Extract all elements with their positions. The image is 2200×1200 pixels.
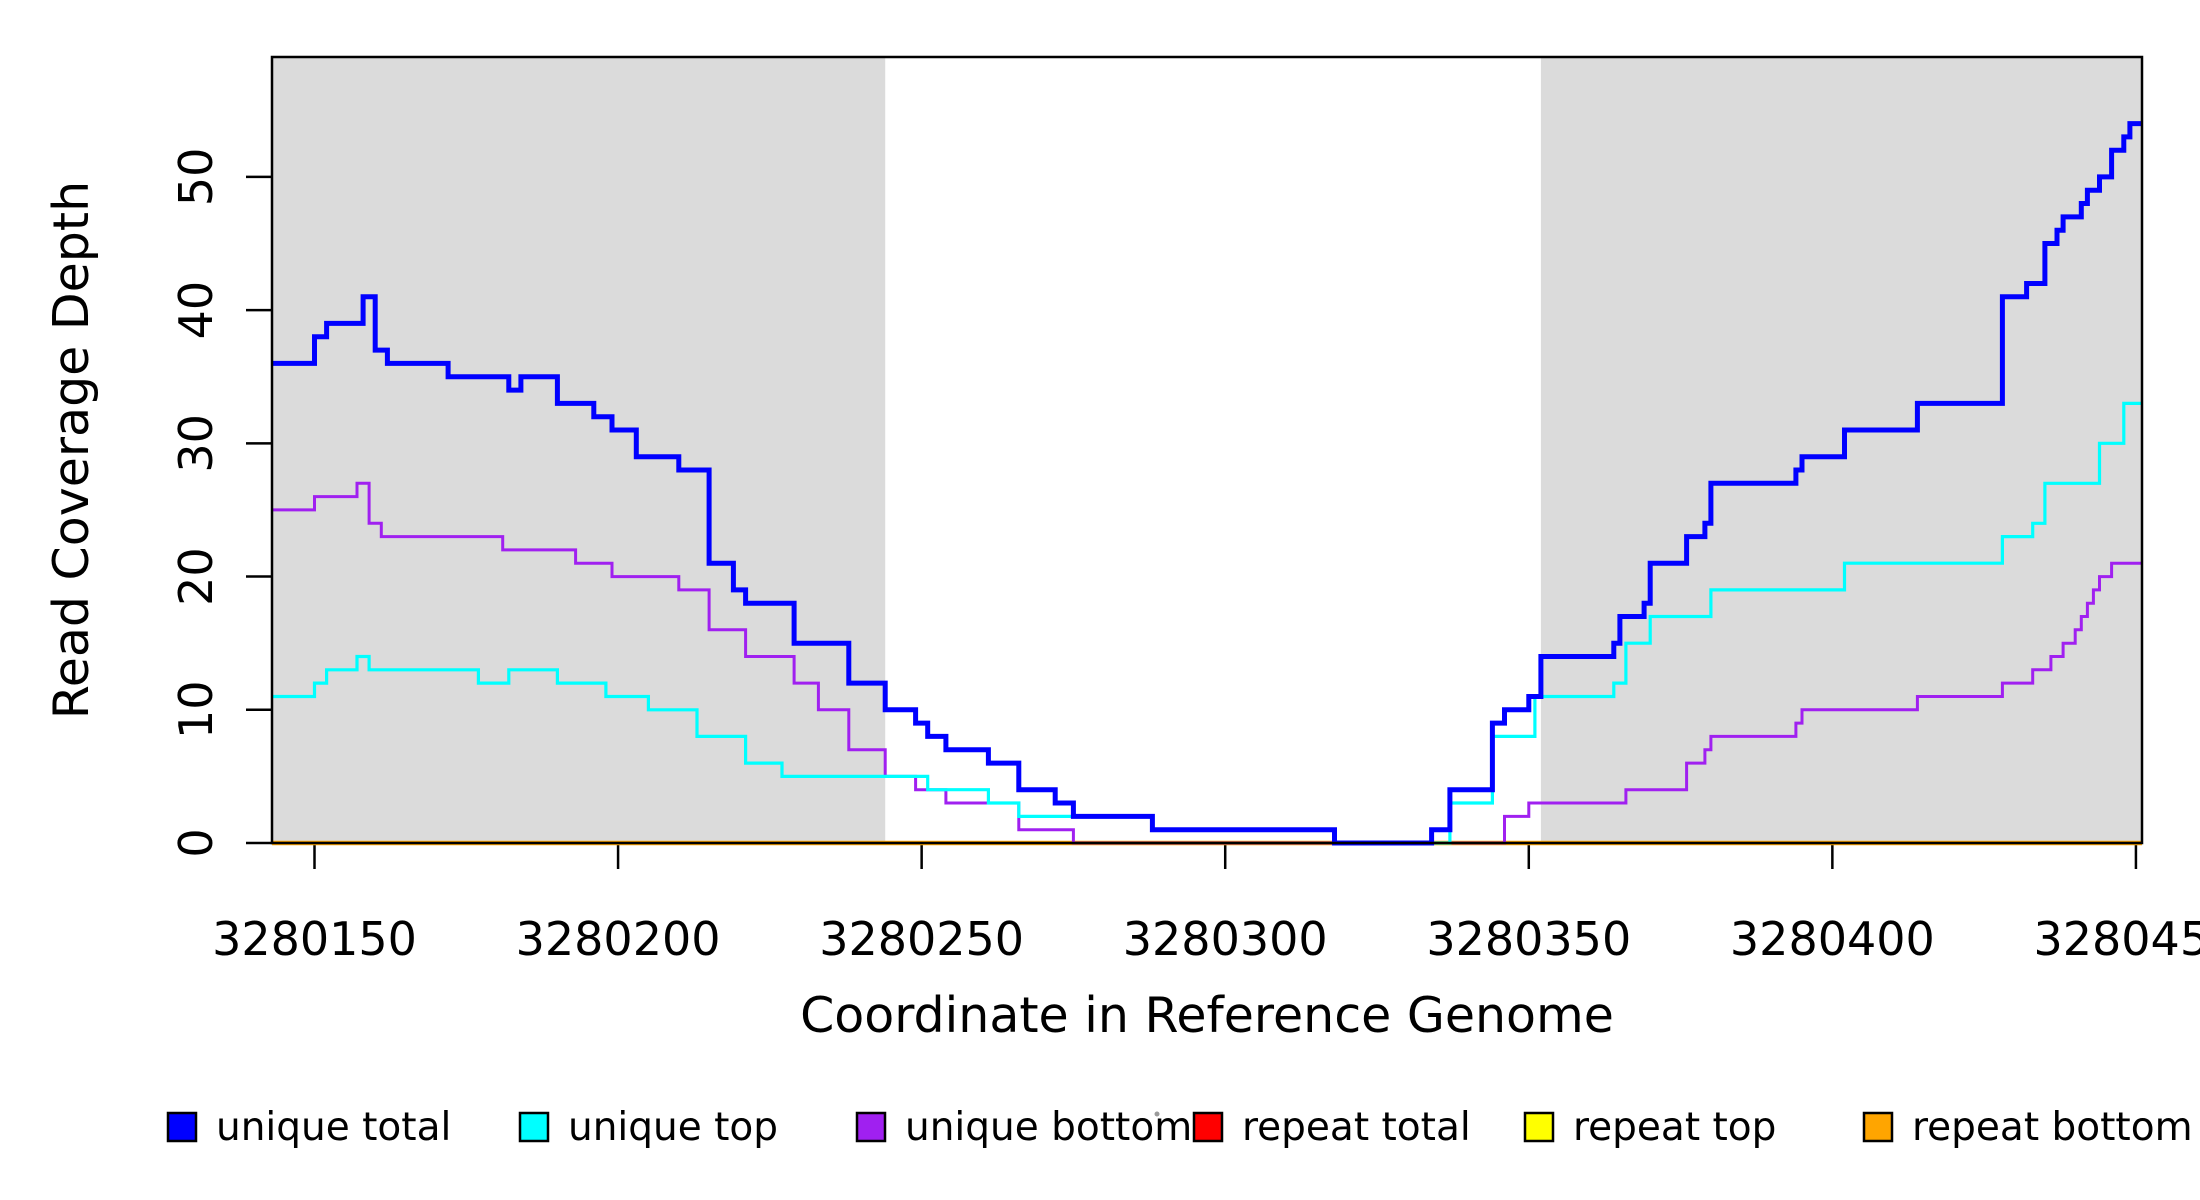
y-tick-label: 50 (169, 148, 223, 207)
stray-dot (1154, 1111, 1160, 1117)
legend-label: unique top (568, 1105, 778, 1150)
shaded-region-right-flank (1540, 57, 2142, 843)
legend-swatch-repeat-total (1192, 1111, 1224, 1143)
legend-swatch-unique-top (518, 1111, 550, 1143)
y-tick-label: 40 (169, 281, 223, 340)
y-tick-label: 20 (169, 547, 223, 606)
legend-swatch-unique-bottom (855, 1111, 887, 1143)
plot-box (270, 55, 2144, 845)
y-tick-label: 30 (169, 414, 223, 473)
y-tick-label: 10 (169, 681, 223, 740)
legend-swatch-repeat-bottom (1862, 1111, 1894, 1143)
x-tick-label: 3280350 (1426, 912, 1631, 966)
legend-swatch-unique-total (166, 1111, 198, 1143)
x-tick-label: 3280300 (1123, 912, 1328, 966)
legend-swatch-repeat-top (1523, 1111, 1555, 1143)
x-tick-label: 3280400 (1730, 912, 1935, 966)
legend-label: unique bottom (905, 1105, 1192, 1150)
legend-label: repeat top (1573, 1105, 1776, 1150)
legend-item-unique-top: unique top (518, 1105, 778, 1150)
shaded-region-left-flank (272, 57, 886, 843)
legend-item-repeat-bottom: repeat bottom (1862, 1105, 2193, 1150)
legend-item-repeat-top: repeat top (1523, 1105, 1776, 1150)
x-tick-label: 3280250 (819, 912, 1024, 966)
x-axis-title: Coordinate in Reference Genome (800, 987, 1614, 1044)
legend-item-unique-total: unique total (166, 1105, 451, 1150)
legend-item-repeat-total: repeat total (1192, 1105, 1471, 1150)
y-axis-title: Read Coverage Depth (43, 181, 100, 719)
y-tick-label: 0 (169, 828, 223, 857)
legend-item-unique-bottom: unique bottom (855, 1105, 1192, 1150)
legend-label: repeat total (1242, 1105, 1471, 1150)
legend-label: repeat bottom (1912, 1105, 2193, 1150)
legend-label: unique total (216, 1105, 451, 1150)
x-tick-label: 3280150 (212, 912, 417, 966)
x-tick-label: 3280200 (516, 912, 721, 966)
legend: unique total unique top unique bottom repea… (166, 1105, 2193, 1150)
